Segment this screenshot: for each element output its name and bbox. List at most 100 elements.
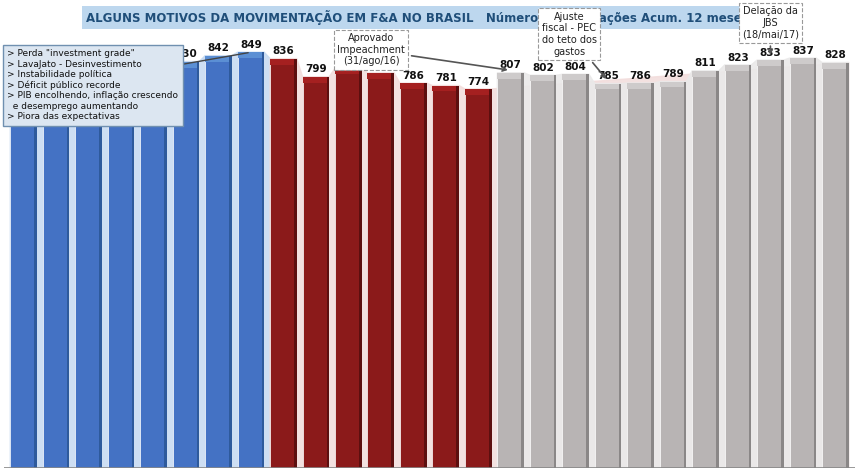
Bar [43,61,67,67]
Bar [456,85,459,468]
Bar [335,68,359,468]
Bar [197,61,199,468]
Bar [594,84,618,468]
Bar [627,83,651,468]
Bar [497,73,521,79]
Bar [368,73,392,468]
Title: ALGUNS MOTIVOS DA MOVIMENTAÇÃO EM F&A NO BRASIL   Número de Transações Acum. 12 : ALGUNS MOTIVOS DA MOVIMENTAÇÃO EM F&A NO… [87,10,772,25]
Bar [627,83,651,89]
Bar [400,83,423,89]
Text: 834: 834 [77,47,100,57]
Bar [757,60,781,468]
Bar [748,65,752,468]
Bar [302,77,326,83]
Bar [205,56,229,468]
Text: 823: 823 [727,52,749,62]
Bar [368,73,392,79]
Bar [238,52,262,59]
Bar [530,75,554,81]
Text: 786: 786 [402,71,424,81]
Bar [302,77,326,468]
Bar [465,89,489,94]
Bar [10,70,34,468]
Bar [100,59,102,468]
Bar [270,59,294,468]
Bar [335,68,359,75]
Bar [465,89,489,468]
Text: Ajuste
fiscal - PEC
do teto dos
gastos: Ajuste fiscal - PEC do teto dos gastos [542,12,605,77]
Bar [684,82,686,468]
Bar [757,60,781,66]
Bar [563,74,586,80]
Bar [164,62,167,468]
Bar [789,58,813,64]
Bar [725,65,748,71]
Text: 781: 781 [435,73,457,83]
Text: Aprovado
Impeachment
(31/ago/16): Aprovado Impeachment (31/ago/16) [337,33,506,71]
Text: 804: 804 [564,62,587,72]
Text: 811: 811 [695,59,716,68]
Bar [521,73,524,468]
Text: 802: 802 [533,63,554,73]
Text: 830: 830 [175,49,197,59]
Bar [294,59,296,468]
Bar [173,61,197,67]
Bar [107,70,131,76]
Bar [107,70,131,468]
Bar [432,85,456,91]
Bar [140,62,164,468]
Text: > Perda "investment grade"
> LavaJato - Desinvestimento
> Instabilidade política: > Perda "investment grade" > LavaJato - … [8,49,179,121]
Bar [530,75,554,468]
Bar [489,89,491,468]
Bar [359,68,362,468]
Bar [10,70,34,76]
Polygon shape [10,52,270,468]
Polygon shape [497,58,849,468]
Bar [716,71,719,468]
Bar [660,82,684,468]
Text: Delação da
JBS
(18/mai/17): Delação da JBS (18/mai/17) [742,6,799,53]
Bar [238,52,262,468]
Bar [140,62,164,68]
Bar [822,62,846,68]
Bar [554,75,557,468]
Bar [789,58,813,468]
Text: 774: 774 [467,76,490,86]
Text: 786: 786 [630,71,651,81]
Text: 807: 807 [370,60,392,70]
Bar [131,70,134,468]
Bar [205,56,229,62]
Bar [692,71,716,77]
Polygon shape [270,59,849,468]
Text: 837: 837 [792,46,813,56]
Text: 828: 828 [825,50,846,60]
Bar [618,84,621,468]
Bar [594,84,618,89]
Text: 785: 785 [597,71,619,81]
Bar [497,73,521,468]
Bar [400,83,423,468]
Text: 833: 833 [759,48,782,58]
Bar [76,59,100,468]
Bar [432,85,456,468]
Text: 842: 842 [208,43,229,53]
Text: 816: 816 [338,56,359,66]
Bar [270,59,294,65]
Bar [563,74,586,468]
Text: 830: 830 [46,49,67,59]
Bar [326,77,329,468]
Text: 813: 813 [13,58,34,67]
Bar [586,74,589,468]
Text: 789: 789 [662,69,684,79]
Bar [813,58,816,468]
Bar [651,83,654,468]
Bar [262,52,265,468]
Bar [822,62,846,468]
Bar [229,56,232,468]
Bar [392,73,394,468]
Bar [725,65,748,468]
Bar [692,71,716,468]
Text: 828: 828 [143,50,164,60]
Bar [43,61,67,468]
Bar [173,61,197,468]
